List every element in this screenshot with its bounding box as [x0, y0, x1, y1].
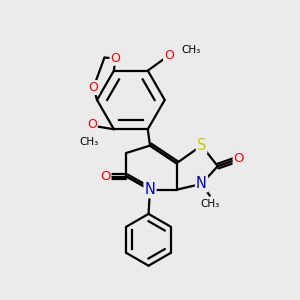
Text: N: N: [145, 182, 155, 197]
Text: CH₃: CH₃: [200, 199, 219, 209]
Text: CH₃: CH₃: [182, 45, 201, 55]
Text: O: O: [88, 81, 98, 94]
Text: O: O: [100, 170, 110, 183]
Text: S: S: [197, 138, 206, 153]
Text: O: O: [87, 118, 97, 131]
Text: O: O: [110, 52, 120, 65]
Text: CH₃: CH₃: [79, 137, 98, 147]
Text: N: N: [196, 176, 207, 191]
Text: O: O: [234, 152, 244, 165]
Text: O: O: [164, 49, 174, 62]
